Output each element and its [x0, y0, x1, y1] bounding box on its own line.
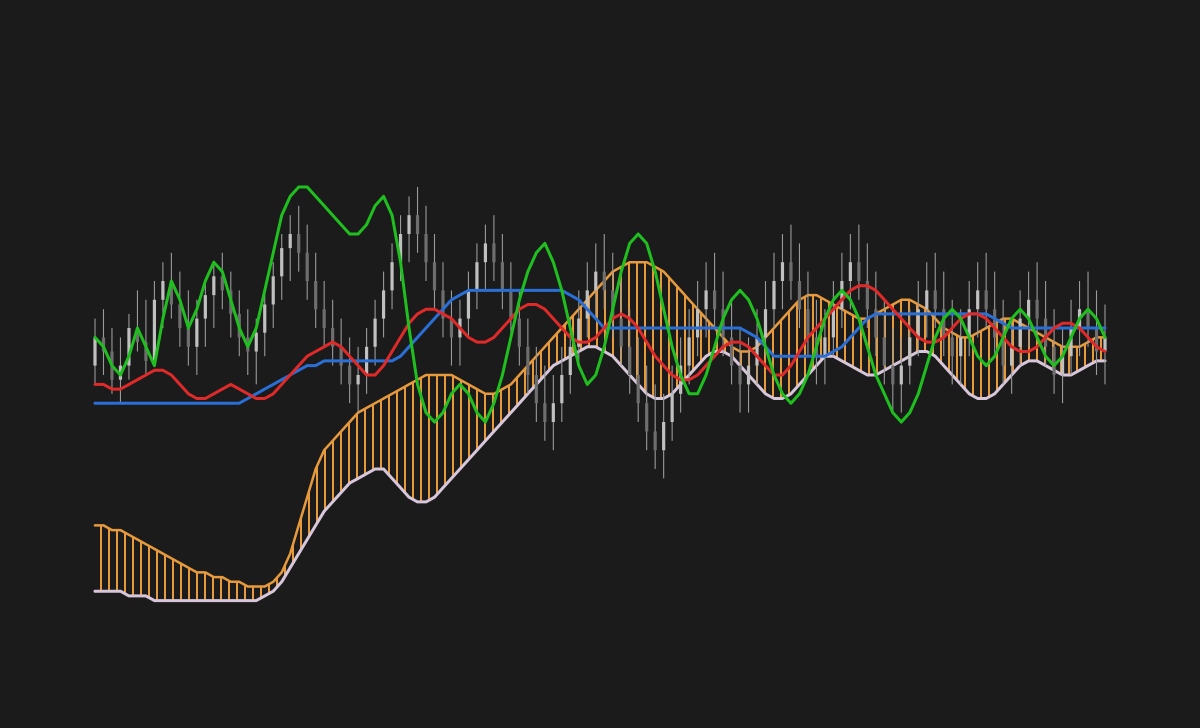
ichimoku-chart — [0, 0, 1200, 728]
